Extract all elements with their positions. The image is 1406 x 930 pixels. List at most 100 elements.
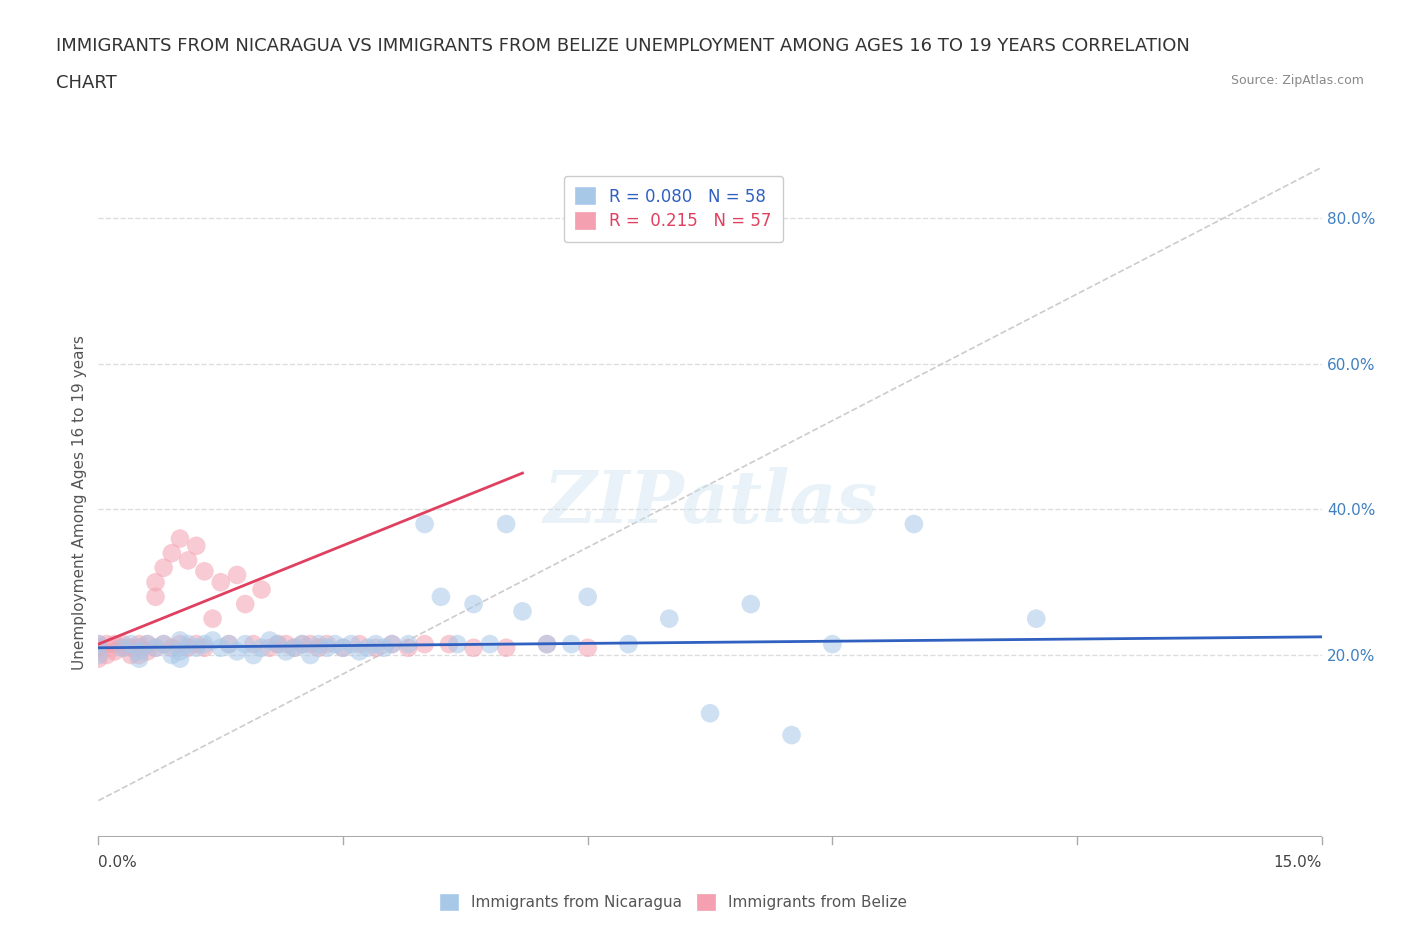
Point — [381, 637, 404, 652]
Point — [186, 637, 208, 652]
Point — [536, 637, 558, 652]
Point — [136, 637, 159, 652]
Point — [283, 641, 305, 656]
Point — [463, 641, 485, 656]
Point — [903, 516, 925, 531]
Point — [128, 644, 150, 658]
Point — [396, 637, 419, 652]
Point — [463, 597, 485, 612]
Point — [233, 637, 256, 652]
Point — [160, 647, 183, 662]
Legend: Immigrants from Nicaragua, Immigrants from Belize: Immigrants from Nicaragua, Immigrants fr… — [434, 888, 912, 916]
Point — [332, 641, 354, 656]
Point — [186, 538, 208, 553]
Point — [177, 553, 200, 568]
Point — [291, 637, 314, 652]
Point — [340, 637, 363, 652]
Point — [120, 637, 142, 652]
Point — [145, 590, 167, 604]
Point — [87, 637, 110, 652]
Point — [193, 641, 215, 656]
Point — [413, 516, 436, 531]
Text: IMMIGRANTS FROM NICARAGUA VS IMMIGRANTS FROM BELIZE UNEMPLOYMENT AMONG AGES 16 T: IMMIGRANTS FROM NICARAGUA VS IMMIGRANTS … — [56, 37, 1189, 55]
Point — [250, 641, 273, 656]
Point — [373, 641, 395, 656]
Point — [193, 637, 215, 652]
Point — [617, 637, 640, 652]
Point — [299, 647, 322, 662]
Point — [111, 641, 134, 656]
Point — [87, 651, 110, 666]
Point — [233, 597, 256, 612]
Point — [1025, 611, 1047, 626]
Point — [332, 641, 354, 656]
Point — [495, 641, 517, 656]
Point — [478, 637, 501, 652]
Point — [396, 641, 419, 656]
Point — [186, 641, 208, 656]
Point — [136, 644, 159, 658]
Point — [96, 647, 118, 662]
Point — [381, 637, 404, 652]
Point — [120, 641, 142, 656]
Point — [218, 637, 240, 652]
Point — [169, 637, 191, 652]
Point — [274, 644, 297, 658]
Text: 0.0%: 0.0% — [98, 856, 138, 870]
Point — [169, 644, 191, 658]
Point — [193, 564, 215, 578]
Point — [364, 641, 387, 656]
Point — [291, 637, 314, 652]
Point — [536, 637, 558, 652]
Point — [267, 637, 290, 652]
Point — [96, 637, 118, 652]
Point — [104, 644, 127, 658]
Point — [177, 641, 200, 656]
Point — [315, 637, 337, 652]
Point — [364, 637, 387, 652]
Point — [308, 637, 330, 652]
Point — [145, 641, 167, 656]
Point — [169, 651, 191, 666]
Point — [87, 637, 110, 652]
Point — [201, 611, 224, 626]
Point — [177, 637, 200, 652]
Point — [495, 516, 517, 531]
Point — [349, 637, 371, 652]
Text: CHART: CHART — [56, 74, 117, 92]
Point — [437, 637, 460, 652]
Text: ZIPatlas: ZIPatlas — [543, 467, 877, 538]
Point — [160, 546, 183, 561]
Point — [128, 651, 150, 666]
Point — [446, 637, 468, 652]
Point — [160, 641, 183, 656]
Point — [145, 575, 167, 590]
Point — [250, 582, 273, 597]
Point — [283, 641, 305, 656]
Point — [349, 644, 371, 658]
Point — [226, 567, 249, 582]
Point — [308, 641, 330, 656]
Text: Source: ZipAtlas.com: Source: ZipAtlas.com — [1230, 74, 1364, 87]
Point — [111, 637, 134, 652]
Point — [356, 641, 378, 656]
Point — [87, 647, 110, 662]
Point — [152, 560, 174, 575]
Point — [242, 637, 264, 652]
Point — [658, 611, 681, 626]
Point — [128, 641, 150, 656]
Point — [274, 637, 297, 652]
Point — [740, 597, 762, 612]
Point — [430, 590, 453, 604]
Point — [136, 637, 159, 652]
Text: 15.0%: 15.0% — [1274, 856, 1322, 870]
Point — [128, 647, 150, 662]
Point — [226, 644, 249, 658]
Point — [145, 641, 167, 656]
Point — [104, 637, 127, 652]
Point — [267, 637, 290, 652]
Point — [259, 641, 281, 656]
Point — [169, 633, 191, 648]
Point — [299, 637, 322, 652]
Point — [201, 633, 224, 648]
